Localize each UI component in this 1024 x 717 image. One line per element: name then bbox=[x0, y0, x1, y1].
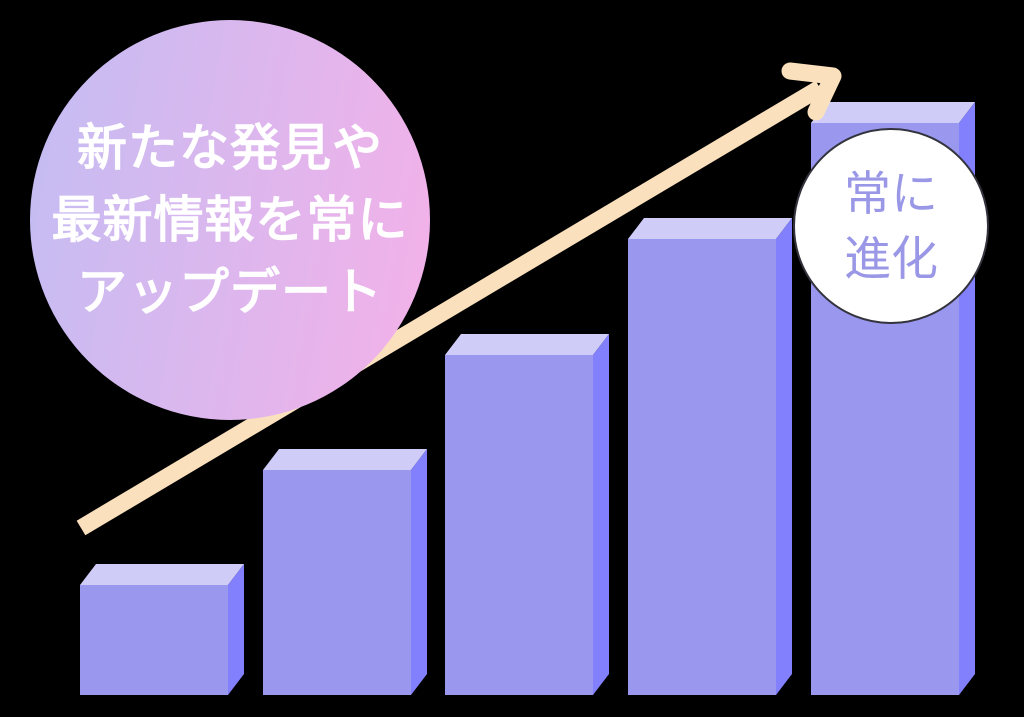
bubble-text-line-2: 最新情報を常に bbox=[51, 192, 409, 248]
bar-3 bbox=[445, 334, 609, 695]
bar-front-face bbox=[628, 239, 776, 695]
bar-side-face bbox=[593, 334, 609, 695]
bubble-text-line-3: アップデート bbox=[77, 264, 383, 320]
bar-top-face bbox=[811, 102, 975, 123]
bar-top-face bbox=[263, 449, 427, 470]
message-bubble: 新たな発見や 最新情報を常に アップデート bbox=[30, 20, 430, 420]
bar-front-face bbox=[80, 585, 228, 695]
bar-top-face bbox=[628, 218, 792, 239]
bar-4 bbox=[628, 218, 792, 695]
bar-side-face bbox=[776, 218, 792, 695]
bar-side-face bbox=[228, 564, 244, 695]
trend-arrow-shaft bbox=[76, 80, 825, 536]
bar-side-face bbox=[411, 449, 427, 695]
bubble-text-line-1: 新たな発見や bbox=[77, 120, 383, 176]
bar-2 bbox=[263, 449, 427, 695]
arrow-layer bbox=[76, 62, 842, 536]
bar-front-face bbox=[263, 470, 411, 695]
trend-arrow-head bbox=[781, 62, 842, 121]
bar-front-face bbox=[445, 355, 593, 695]
bar-top-face bbox=[80, 564, 244, 585]
badge-text-line-2: 進化 bbox=[844, 232, 938, 285]
badge-text-line-1: 常に bbox=[844, 167, 938, 220]
bar-1 bbox=[80, 564, 244, 695]
bar-top-face bbox=[445, 334, 609, 355]
evolution-badge: 常に 進化 bbox=[793, 128, 989, 324]
